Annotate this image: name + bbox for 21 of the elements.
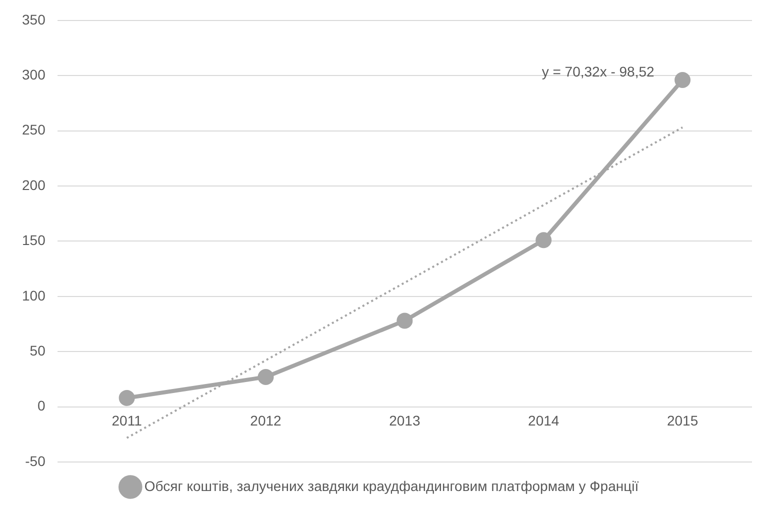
x-tick-label: 2011 xyxy=(112,412,142,429)
y-tick-label: 250 xyxy=(22,122,46,138)
point xyxy=(536,232,552,248)
x-tick-label: 2015 xyxy=(666,412,698,429)
point xyxy=(258,368,274,385)
annotation: y = 70,32x - 98,52 xyxy=(542,63,655,80)
x-tick-label: 2012 xyxy=(250,412,282,429)
point xyxy=(396,312,413,329)
legend-label: Обсяг коштів, залучених завдяки краудфандинговим платформам у Франції xyxy=(144,478,639,494)
y-tick-label: 300 xyxy=(22,66,46,82)
point xyxy=(118,390,135,406)
y-tick-label: -50 xyxy=(25,452,46,469)
point xyxy=(674,72,691,88)
y-tick-label: 200 xyxy=(22,176,46,193)
y-tick-label: 150 xyxy=(22,232,46,248)
y-tick-label: 50 xyxy=(30,342,46,358)
x-tick-label: 2014 xyxy=(528,412,560,429)
y-tick-label: 100 xyxy=(22,287,46,304)
x-tick-label: 2013 xyxy=(389,412,420,429)
y-tick-label: 0 xyxy=(38,398,46,414)
y-tick-label: 350 xyxy=(22,11,46,28)
